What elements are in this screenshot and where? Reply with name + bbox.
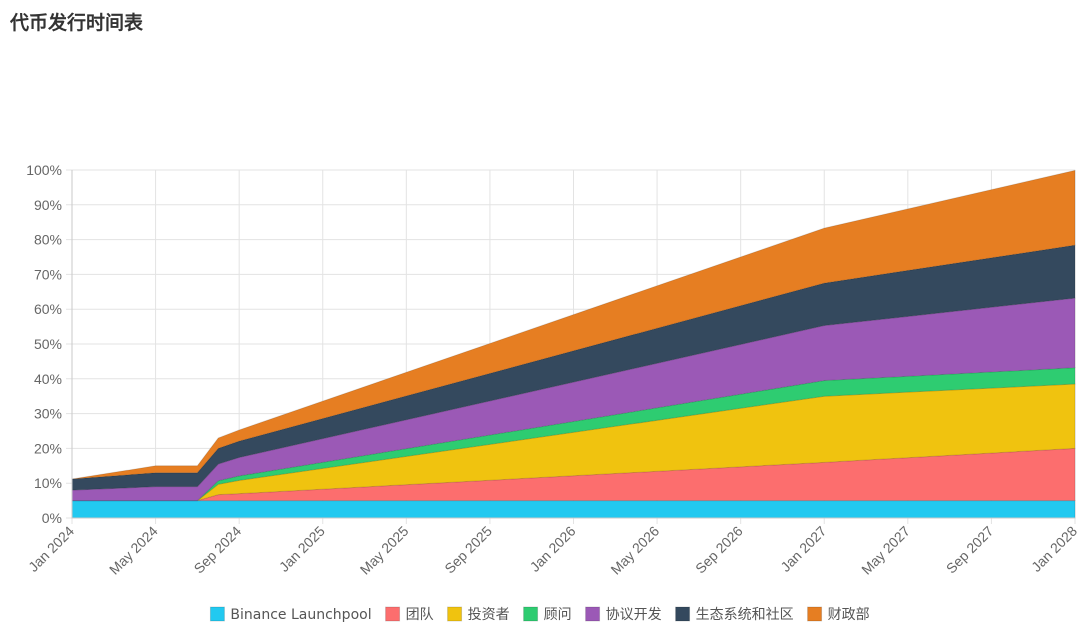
legend-swatch	[585, 606, 601, 622]
page-title: 代币发行时间表	[10, 12, 144, 34]
x-tick-label: Sep 2025	[441, 523, 495, 577]
legend-item-launchpool[interactable]: Binance Launchpool	[209, 606, 372, 623]
x-tick-label: Jan 2024	[25, 523, 77, 575]
x-tick-label: Jan 2026	[527, 523, 579, 575]
legend-swatch	[209, 606, 225, 622]
y-tick-label: 20%	[34, 440, 62, 456]
x-tick-label: Sep 2027	[943, 523, 997, 577]
legend-label: 团队	[406, 607, 434, 623]
legend-label: Binance Launchpool	[230, 607, 371, 623]
legend-item-team[interactable]: 团队	[385, 606, 434, 623]
legend-label: 财政部	[828, 607, 870, 623]
legend-label: 顾问	[544, 607, 572, 623]
y-tick-label: 10%	[34, 475, 62, 491]
legend-item-treasury[interactable]: 财政部	[807, 606, 870, 623]
legend-swatch	[523, 606, 539, 622]
x-tick-label: Jan 2025	[276, 523, 328, 575]
x-tick-label: May 2024	[106, 523, 161, 578]
y-tick-label: 60%	[34, 301, 62, 317]
x-tick-label: Sep 2024	[191, 523, 245, 577]
y-tick-label: 100%	[26, 162, 62, 178]
legend-label: 生态系统和社区	[696, 607, 794, 623]
y-tick-label: 30%	[34, 406, 62, 422]
area-treasury[interactable]	[71, 169, 1076, 480]
legend-item-ecosystem[interactable]: 生态系统和社区	[675, 606, 794, 623]
y-tick-label: 70%	[34, 266, 62, 282]
legend-swatch	[807, 606, 823, 622]
legend-label: 投资者	[468, 607, 510, 623]
plot-areas	[71, 169, 1076, 519]
x-tick-label: May 2027	[858, 523, 913, 578]
y-tick-label: 40%	[34, 371, 62, 387]
x-tick-label: Sep 2026	[692, 523, 746, 577]
area-launchpool[interactable]	[71, 500, 1076, 519]
legend-label: 协议开发	[606, 607, 662, 623]
y-tick-label: 90%	[34, 197, 62, 213]
y-tick-label: 80%	[34, 232, 62, 248]
x-tick-label: May 2025	[357, 523, 412, 578]
y-tick-label: 0%	[42, 510, 62, 526]
x-tick-label: Jan 2027	[777, 523, 829, 575]
legend: Binance Launchpool 团队 投资者 顾问 协议开发 生态系统和社区 财政部	[209, 606, 870, 623]
y-tick-label: 50%	[34, 336, 62, 352]
x-tick-label: Jan 2028	[1028, 523, 1080, 575]
legend-item-investors[interactable]: 投资者	[447, 606, 510, 623]
legend-swatch	[447, 606, 463, 622]
legend-swatch	[385, 606, 401, 622]
legend-item-advisors[interactable]: 顾问	[523, 606, 572, 623]
legend-swatch	[675, 606, 691, 622]
legend-item-protocol-dev[interactable]: 协议开发	[585, 606, 662, 623]
x-tick-label: May 2026	[607, 523, 662, 578]
